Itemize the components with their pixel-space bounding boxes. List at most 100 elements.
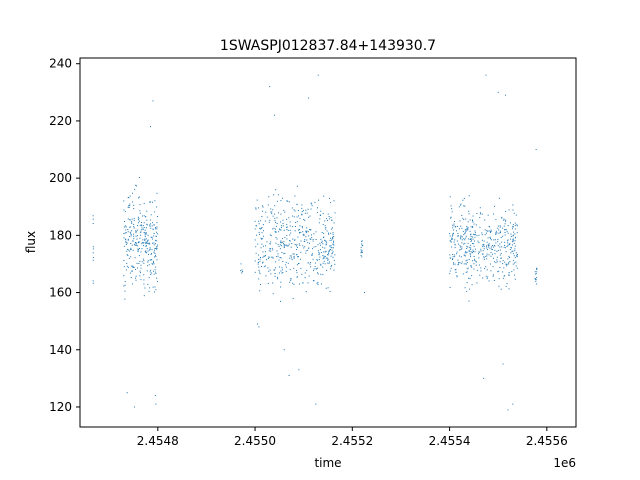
data-point (151, 236, 153, 238)
data-point (288, 243, 290, 245)
data-point (275, 225, 277, 227)
data-point (330, 266, 332, 268)
data-point (509, 243, 511, 245)
data-point (280, 281, 282, 283)
data-point (450, 240, 452, 242)
data-point (147, 242, 149, 244)
data-point (331, 249, 333, 251)
data-point (480, 267, 482, 269)
data-point (240, 263, 242, 265)
data-point (496, 250, 498, 252)
data-point (274, 213, 276, 215)
data-point (130, 272, 132, 274)
data-point (453, 225, 455, 227)
data-point (317, 273, 319, 275)
data-point (321, 232, 323, 234)
data-point (298, 256, 300, 258)
data-point (449, 233, 451, 235)
data-point (453, 229, 455, 231)
data-point (269, 219, 271, 221)
data-point (460, 263, 462, 265)
data-point (468, 259, 470, 261)
data-point (505, 251, 507, 253)
data-point (492, 274, 494, 276)
data-point (451, 237, 453, 239)
data-point (494, 253, 496, 255)
data-point (259, 260, 261, 262)
data-point (316, 282, 318, 284)
data-point (294, 210, 296, 212)
data-point (331, 239, 333, 241)
data-point (287, 262, 289, 264)
data-point (146, 241, 148, 243)
data-point (324, 247, 326, 249)
data-point (263, 266, 265, 268)
data-point (149, 247, 151, 249)
data-point (457, 263, 459, 265)
data-point (476, 282, 478, 284)
data-point (154, 248, 156, 250)
x-tick-label: 2.4556 (526, 434, 568, 448)
data-point (363, 292, 365, 294)
data-point (292, 297, 294, 299)
data-point (149, 287, 151, 289)
data-point (489, 231, 491, 233)
data-point (307, 282, 309, 284)
data-point (473, 223, 475, 225)
y-tick-label: 160 (49, 286, 72, 300)
y-tick-label: 180 (49, 228, 72, 242)
data-point (304, 219, 306, 221)
data-point (503, 225, 505, 227)
data-point (131, 244, 133, 246)
data-point (307, 262, 309, 264)
data-point (139, 204, 141, 206)
data-point (454, 239, 456, 241)
data-point (277, 255, 279, 257)
data-point (130, 235, 132, 237)
data-point (468, 277, 470, 279)
data-point (328, 216, 330, 218)
data-point (283, 349, 285, 351)
data-point (497, 249, 499, 251)
data-point (157, 233, 159, 235)
data-point (131, 230, 133, 232)
data-point (133, 233, 135, 235)
data-point (155, 247, 157, 249)
data-point (135, 235, 137, 237)
data-point (275, 228, 277, 230)
data-point (285, 244, 287, 246)
data-point (290, 246, 292, 248)
data-point (515, 252, 517, 254)
data-point (485, 266, 487, 268)
data-point (491, 253, 493, 255)
data-point (257, 258, 259, 260)
data-point (465, 218, 467, 220)
data-point (142, 224, 144, 226)
data-point (456, 225, 458, 227)
data-point (308, 216, 310, 218)
data-point (487, 237, 489, 239)
data-point (481, 234, 483, 236)
data-point (153, 251, 155, 253)
data-point (124, 238, 126, 240)
data-point (293, 216, 295, 218)
data-point (469, 246, 471, 248)
data-point (275, 231, 277, 233)
data-point (308, 235, 310, 237)
data-point (254, 271, 256, 273)
data-point (331, 219, 333, 221)
data-point (156, 259, 158, 261)
data-point (143, 222, 145, 224)
data-point (314, 201, 316, 203)
data-point (486, 230, 488, 232)
y-tick-label: 140 (49, 343, 72, 357)
data-point (483, 259, 485, 261)
data-point (280, 225, 282, 227)
data-point (283, 229, 285, 231)
data-point (258, 326, 260, 328)
data-point (275, 267, 277, 269)
data-point (286, 235, 288, 237)
data-point (277, 253, 279, 255)
data-point (276, 238, 278, 240)
data-point (299, 258, 301, 260)
